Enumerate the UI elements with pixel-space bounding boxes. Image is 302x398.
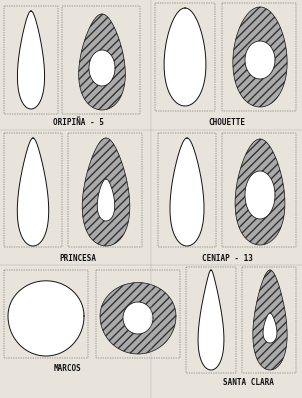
Polygon shape (253, 270, 287, 370)
Polygon shape (164, 8, 206, 106)
Text: MARCOS: MARCOS (54, 364, 82, 373)
Polygon shape (79, 14, 125, 110)
Polygon shape (82, 138, 130, 246)
Polygon shape (8, 281, 84, 356)
Text: CENIAP - 13: CENIAP - 13 (201, 254, 252, 263)
Text: PRINCESA: PRINCESA (59, 254, 97, 263)
Polygon shape (245, 41, 275, 79)
Polygon shape (233, 7, 287, 107)
Polygon shape (123, 302, 153, 334)
Polygon shape (263, 313, 277, 343)
Polygon shape (89, 50, 115, 86)
Polygon shape (198, 270, 224, 370)
Text: CHOUETTE: CHOUETTE (208, 118, 246, 127)
Polygon shape (100, 283, 176, 354)
Polygon shape (18, 11, 45, 109)
Polygon shape (170, 138, 204, 246)
Polygon shape (17, 138, 49, 246)
Text: SANTA CLARA: SANTA CLARA (223, 378, 273, 387)
Polygon shape (245, 171, 275, 219)
Polygon shape (97, 179, 115, 221)
Text: ORIPIÑA - 5: ORIPIÑA - 5 (53, 118, 104, 127)
Polygon shape (235, 139, 285, 245)
